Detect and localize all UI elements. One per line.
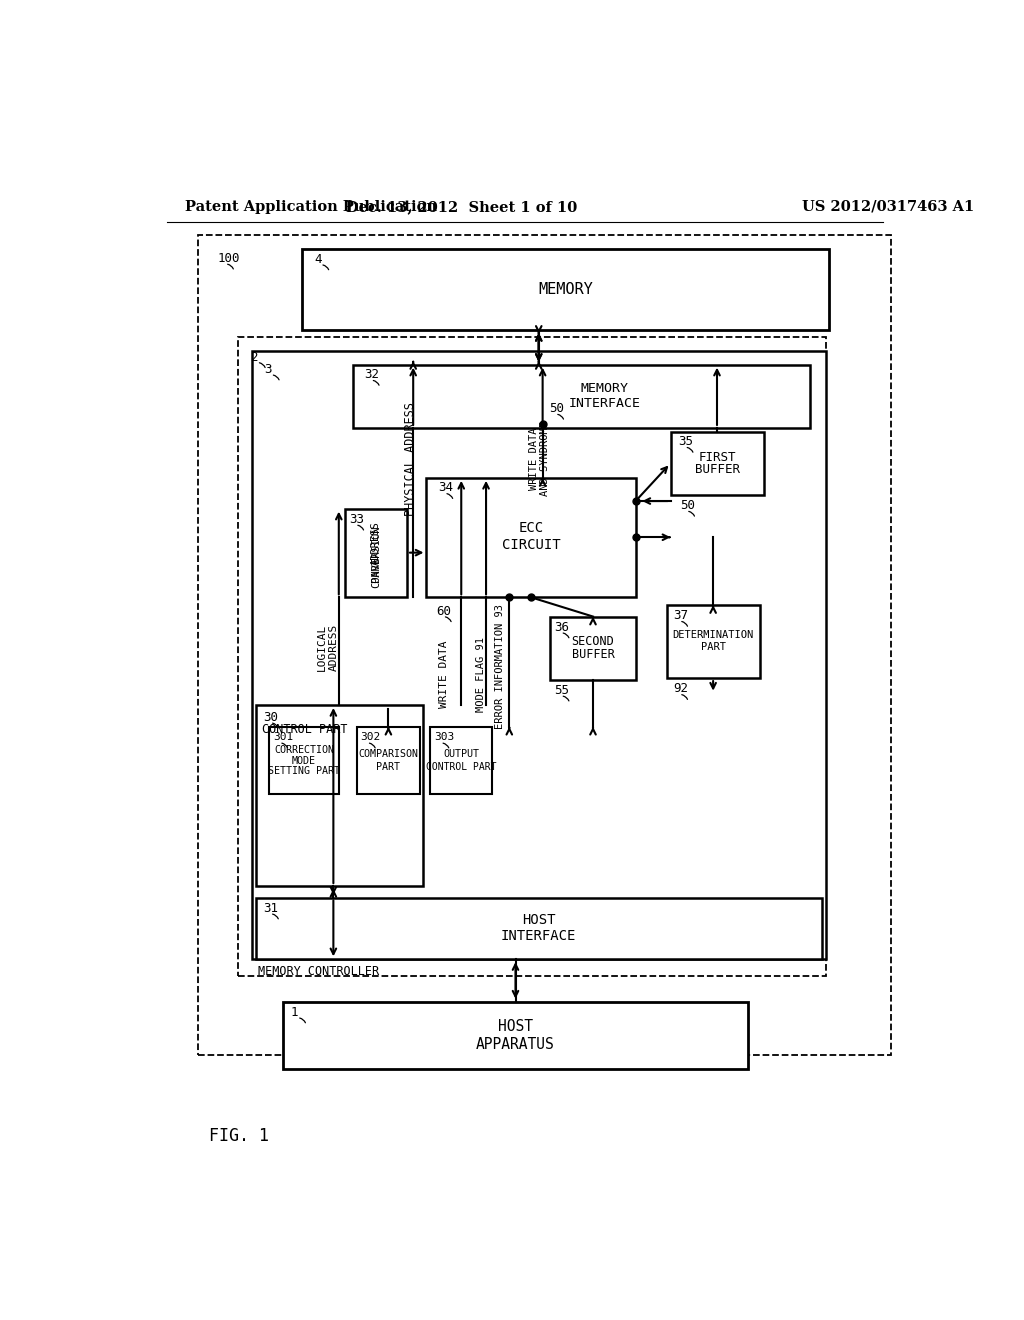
Text: CONTROL PART: CONTROL PART [426, 762, 497, 772]
Text: CORRECTION: CORRECTION [274, 744, 334, 755]
Text: PART: PART [377, 762, 400, 772]
Text: 301: 301 [273, 733, 293, 742]
Bar [667, 605, 760, 678]
Text: CONTROL PART: CONTROL PART [262, 723, 347, 737]
Text: 33: 33 [349, 513, 364, 527]
Text: ECC: ECC [518, 521, 544, 535]
Text: 50: 50 [680, 499, 695, 512]
Bar [550, 616, 636, 680]
Text: PART: PART [700, 643, 726, 652]
Text: HOST
INTERFACE: HOST INTERFACE [501, 913, 577, 944]
Text: US 2012/0317463 A1: US 2012/0317463 A1 [802, 199, 975, 214]
Text: OUTPUT: OUTPUT [443, 750, 479, 759]
Bar [430, 726, 493, 795]
Text: BUFFER: BUFFER [694, 463, 739, 477]
Bar [426, 478, 636, 598]
Text: ERROR INFORMATION 93: ERROR INFORMATION 93 [495, 605, 505, 729]
Text: CIRCUIT: CIRCUIT [502, 539, 560, 552]
Text: 55: 55 [554, 684, 569, 697]
Text: 302: 302 [360, 733, 381, 742]
Text: COMPARISON: COMPARISON [358, 750, 419, 759]
Text: FIG. 1: FIG. 1 [209, 1127, 269, 1146]
Text: MEMORY
INTERFACE: MEMORY INTERFACE [568, 383, 641, 411]
Text: 37: 37 [673, 610, 688, 622]
Text: 34: 34 [438, 482, 453, 495]
Bar [269, 726, 339, 795]
Bar [252, 351, 825, 960]
Text: 92: 92 [673, 682, 688, 696]
Text: 100: 100 [217, 252, 240, 265]
Bar [283, 1002, 748, 1069]
Text: ADDRESS: ADDRESS [371, 521, 381, 565]
Bar [352, 364, 810, 428]
Text: 35: 35 [678, 436, 693, 449]
Text: 4: 4 [314, 252, 322, 265]
Text: LOGICAL
ADDRESS: LOGICAL ADDRESS [317, 624, 339, 671]
Text: 30: 30 [263, 711, 279, 723]
Text: 50: 50 [549, 403, 564, 416]
Text: MEMORY CONTROLLER: MEMORY CONTROLLER [258, 965, 379, 978]
Bar [256, 705, 423, 886]
Text: Dec. 13, 2012  Sheet 1 of 10: Dec. 13, 2012 Sheet 1 of 10 [346, 199, 577, 214]
Text: PHYSICAL ADDRESS: PHYSICAL ADDRESS [404, 401, 418, 516]
Text: DETERMINATION: DETERMINATION [673, 630, 754, 640]
Text: MODE: MODE [292, 755, 316, 766]
Text: SECOND: SECOND [571, 635, 614, 648]
Bar [302, 249, 829, 330]
Bar [345, 508, 407, 598]
Text: 1: 1 [291, 1006, 298, 1019]
Bar [256, 898, 821, 960]
Text: 36: 36 [554, 620, 569, 634]
Text: 2: 2 [251, 351, 258, 363]
Text: BUFFER: BUFFER [571, 648, 614, 661]
Text: CONVERSION: CONVERSION [371, 525, 381, 587]
Text: MEMORY: MEMORY [539, 281, 593, 297]
Text: HOST
APPARATUS: HOST APPARATUS [476, 1019, 555, 1052]
Text: WRITE DATA: WRITE DATA [439, 640, 450, 708]
Bar [238, 337, 825, 977]
Text: 303: 303 [434, 733, 455, 742]
Text: 32: 32 [365, 368, 379, 381]
Text: PART: PART [371, 557, 381, 582]
Bar [198, 235, 891, 1056]
Text: MODE FLAG 91: MODE FLAG 91 [475, 636, 485, 711]
Text: FIRST: FIRST [698, 450, 736, 463]
Text: 31: 31 [263, 902, 279, 915]
Text: 60: 60 [436, 605, 452, 618]
Bar [671, 432, 764, 495]
Text: 3: 3 [264, 363, 272, 376]
Text: SETTING PART: SETTING PART [268, 767, 340, 776]
Bar [356, 726, 420, 795]
Text: Patent Application Publication: Patent Application Publication [184, 199, 436, 214]
Text: WRITE DATA
AND SYNDROME: WRITE DATA AND SYNDROME [528, 421, 550, 496]
